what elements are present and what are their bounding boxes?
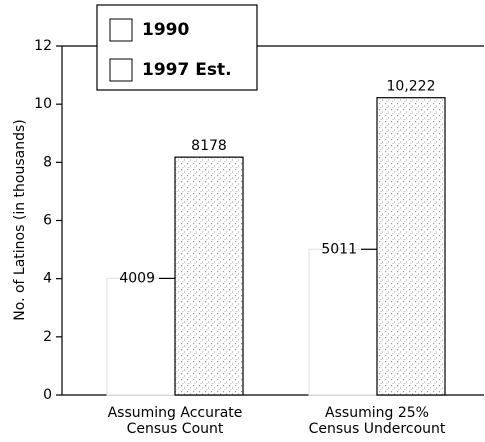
y-tick-label: 12 [34,38,52,54]
legend-swatch [109,18,133,42]
y-tick-label: 4 [43,271,52,287]
value-label: 5011 [321,241,357,257]
y-tick-label: 10 [34,96,52,112]
bar [106,277,176,396]
y-tick-label: 0 [43,387,52,403]
y-axis-title: No. of Latinos (in thousands) [12,119,28,320]
x-tick-label: Assuming Accurate [108,405,243,421]
value-label: 8178 [191,138,227,154]
y-tick-label: 2 [43,329,52,345]
value-label: 4009 [119,270,155,286]
legend-swatch [109,58,133,82]
y-tick-label: 6 [43,213,52,229]
y-tick-label: 8 [43,154,52,170]
value-label: 10,222 [387,79,436,95]
x-tick-label: Census Undercount [309,421,446,437]
bar [308,248,378,396]
x-tick-label: Census Count [127,421,224,437]
bar [174,156,244,396]
legend-label: 1990 [142,20,189,40]
x-tick-label: Assuming 25% [325,405,429,421]
legend-label: 1997 Est. [142,60,232,80]
bar [376,97,446,396]
